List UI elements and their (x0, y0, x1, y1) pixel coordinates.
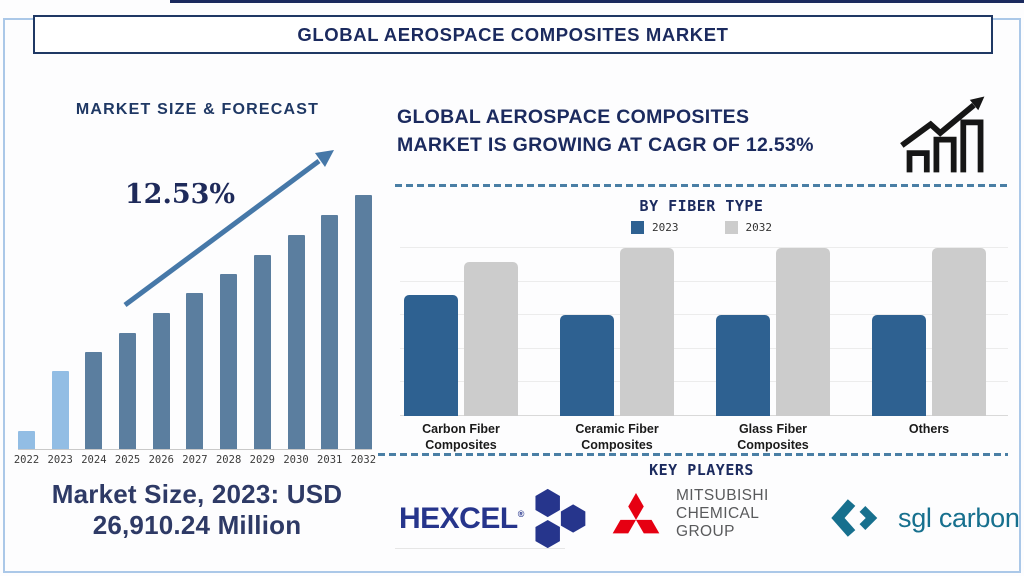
fiber-bar-2032 (620, 248, 674, 416)
legend-swatch-2032 (724, 221, 738, 234)
mitsubishi-text-line3: GROUP (676, 522, 735, 540)
fiber-group (404, 262, 518, 416)
cagr-heading-line1: GLOBAL AEROSPACE COMPOSITES (397, 106, 750, 128)
market-size-heading: MARKET SIZE & FORECAST (75, 101, 320, 118)
year-tick-2031: 2031 (317, 454, 343, 466)
forecast-bar-2022 (18, 431, 35, 449)
market-size-caption-line1: Market Size, 2023: USD (51, 479, 343, 509)
sgl-chevrons-icon (831, 499, 878, 537)
fiber-bar-2032 (776, 248, 830, 416)
page-title-box: GLOBAL AEROSPACE COMPOSITES MARKET (33, 15, 993, 54)
legend-label-2023: 2023 (652, 221, 679, 234)
fiber-category-label: Others (908, 422, 950, 436)
mitsubishi-logo: MITSUBISHI CHEMICAL GROUP (608, 487, 769, 540)
fiber-category-label: Carbon Fiber Composites (422, 422, 500, 453)
forecast-bar-2025 (119, 333, 137, 449)
trend-arrow-icon (123, 150, 334, 308)
forecast-bar-chart: 2022 2023 2024 2025 2026 2027 2028 2029 2030 2031… (13, 195, 377, 466)
fiber-gridline (400, 381, 1008, 383)
fiber-axis-line (400, 414, 1008, 416)
forecast-bar-2031 (321, 215, 339, 449)
mitsubishi-text-line2: CHEMICAL (676, 504, 760, 522)
top-edge-line (170, 0, 1024, 3)
fiber-category-label: Ceramic Fiber Composites (575, 422, 659, 453)
fiber-gridline (400, 247, 1008, 248)
fiber-group (872, 248, 986, 416)
fiber-bar-chart (400, 247, 1008, 416)
cagr-heading: GLOBAL AEROSPACE COMPOSITES MARKET IS GR… (397, 103, 907, 160)
year-tick-2022: 2022 (13, 454, 40, 466)
fiber-bar-2023 (404, 295, 458, 416)
fiber-gridline (400, 347, 1008, 349)
key-players-title: KEY PLAYERS (649, 461, 754, 479)
hexcel-logo-edge (395, 548, 565, 549)
market-size-caption-line2: 26,910.24 Million (92, 510, 302, 541)
fiber-gridline (400, 314, 1008, 316)
legend-item-2032: 2032 (724, 221, 773, 234)
mitsubishi-logo-text: MITSUBISHI CHEMICAL GROUP (676, 487, 769, 540)
fiber-bar-2023 (716, 315, 770, 416)
mitsubishi-text-line1: MITSUBISHI (676, 487, 769, 504)
year-tick-2032: 2032 (350, 454, 377, 466)
hexcel-hexagons-icon (535, 488, 586, 549)
year-tick-2028: 2028 (215, 454, 242, 466)
forecast-bar-2030 (287, 235, 305, 449)
legend-swatch-2023 (631, 221, 644, 234)
mitsubishi-diamonds-icon (612, 493, 660, 534)
growth-chart-icon (900, 96, 985, 173)
forecast-bar-2027 (186, 293, 204, 449)
page-title: GLOBAL AEROSPACE COMPOSITES MARKET (297, 23, 729, 45)
year-tick-2025: 2025 (114, 454, 141, 466)
forecast-bar-2028 (220, 274, 238, 449)
dashed-divider-bottom (378, 453, 1008, 456)
fiber-bar-2032 (932, 248, 986, 416)
hexcel-logo-text: HEXCEL® (399, 502, 525, 535)
forecast-bar-2029 (253, 255, 271, 449)
forecast-bar-2023 (51, 371, 69, 449)
fiber-category-label: Glass Fiber Composites (737, 422, 809, 453)
legend-label-2032: 2032 (745, 221, 773, 234)
year-tick-2029: 2029 (249, 454, 275, 466)
forecast-year-axis: 2022 2023 2024 2025 2026 2027 2028 2029 2030 2031… (13, 454, 377, 466)
forecast-bar-2026 (152, 313, 170, 449)
cagr-heading-line2: MARKET IS GROWING AT CAGR OF 12.53% (397, 134, 814, 157)
fiber-category-labels: Carbon Fiber Composites Ceramic Fiber Com… (400, 421, 1008, 454)
market-size-caption: Market Size, 2023: USD 26,910.24 Million (12, 479, 382, 541)
year-tick-2023: 2023 (47, 454, 73, 466)
year-tick-2024: 2024 (81, 454, 107, 466)
forecast-bar-2032 (354, 195, 372, 449)
fiber-chart-legend: 2023 2032 (395, 221, 1008, 234)
year-tick-2027: 2027 (182, 454, 208, 466)
dashed-divider-top (395, 184, 1008, 187)
fiber-bar-groups (400, 248, 1008, 416)
cagr-value-label: 12.53% (124, 179, 236, 210)
fiber-gridline (400, 280, 1008, 282)
legend-item-2023: 2023 (631, 221, 679, 234)
fiber-group (716, 248, 830, 416)
sgl-logo-text: sgl carbon (898, 502, 1020, 533)
fiber-bar-2023 (872, 315, 926, 416)
fiber-bar-2032 (464, 262, 518, 416)
forecast-bar-2024 (85, 352, 103, 449)
fiber-type-title: BY FIBER TYPE (639, 197, 764, 215)
hexcel-logo: HEXCEL® (399, 487, 591, 551)
forecast-bars (18, 195, 372, 450)
fiber-bar-2023 (560, 315, 614, 416)
year-tick-2026: 2026 (148, 454, 174, 466)
sgl-carbon-logo: sgl carbon (828, 497, 1020, 539)
hexcel-registered-mark: ® (517, 509, 525, 519)
fiber-group (560, 248, 674, 416)
year-tick-2030: 2030 (283, 454, 309, 466)
